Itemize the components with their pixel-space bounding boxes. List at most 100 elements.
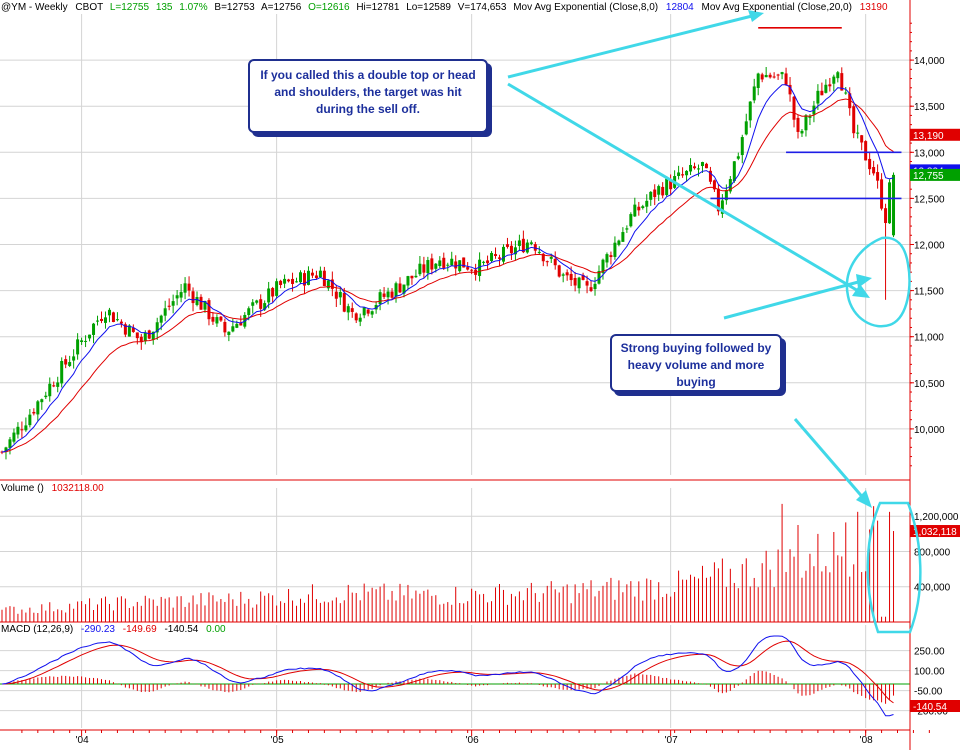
annotation-arrow-from-callout — [723, 279, 863, 320]
x-tick-label: '05 — [271, 735, 284, 746]
candle-body — [629, 214, 633, 227]
candle-body — [338, 291, 342, 298]
candle-body — [637, 206, 641, 211]
candle-body — [482, 261, 486, 263]
candle-body — [131, 327, 135, 332]
candle-body — [100, 318, 103, 321]
candle-body — [768, 74, 772, 78]
candle-body — [68, 362, 72, 366]
candle-body — [410, 275, 414, 279]
candle-body — [529, 242, 533, 244]
candle-body — [24, 425, 28, 431]
candle-body — [501, 246, 505, 262]
candle-body — [784, 73, 788, 85]
candle-body — [537, 251, 541, 253]
candle-body — [613, 242, 617, 257]
candle-body — [195, 297, 199, 305]
candle-body — [402, 284, 406, 294]
price-tick-label: 10,500 — [914, 379, 945, 390]
price-label-text: 13,190 — [913, 131, 944, 142]
volume-header: Volume () 1032118.00 — [1, 483, 104, 494]
annotation-arrowhead-low — [852, 284, 870, 298]
price-label-box — [910, 168, 960, 181]
hist-value: -140.54 — [164, 624, 198, 635]
candle-body — [880, 179, 884, 209]
candle-body — [466, 267, 470, 270]
candle-body — [716, 188, 720, 212]
candle-body — [314, 275, 318, 279]
candle-body — [330, 279, 334, 289]
candle-body — [279, 280, 283, 286]
low: Lo=12589 — [406, 2, 451, 13]
candle-body — [573, 277, 577, 286]
candle-body — [486, 260, 490, 264]
candle-body — [203, 300, 207, 310]
candle-body — [700, 162, 704, 167]
candle-body — [76, 339, 80, 355]
candle-body — [525, 242, 529, 253]
candle-body — [123, 324, 127, 335]
price-layer — [0, 27, 902, 460]
signal-value: -149.69 — [123, 624, 157, 635]
candle-body — [318, 270, 322, 278]
candle-body — [856, 132, 860, 134]
candle-body — [593, 283, 597, 290]
candle-body — [430, 258, 434, 270]
price-tick-label: 13,500 — [914, 102, 945, 113]
candle-body — [398, 283, 402, 293]
candle-body — [521, 238, 525, 253]
candle-body — [677, 172, 681, 177]
candle-body — [617, 240, 621, 245]
candle-body — [414, 275, 418, 278]
candle-body — [840, 73, 844, 91]
candle-body — [585, 281, 589, 286]
candle-body — [299, 272, 302, 283]
candle-body — [864, 141, 868, 161]
candle-body — [513, 247, 517, 255]
candle-body — [358, 317, 362, 322]
candle-body — [760, 74, 764, 80]
macd-tick-label: 250.00 — [914, 647, 945, 658]
candle-body — [103, 317, 107, 323]
candle-body — [581, 274, 585, 280]
candle-body — [434, 263, 438, 269]
candle-body — [689, 164, 693, 172]
ma-slow-value: 13190 — [860, 2, 888, 13]
candle-body — [342, 293, 346, 312]
candle-body — [454, 261, 458, 269]
volume-value-box — [910, 525, 960, 538]
candle-body — [589, 287, 593, 291]
candle-body — [796, 117, 800, 132]
price-tick-label: 11,500 — [914, 287, 944, 298]
symbol: @YM - Weekly — [1, 2, 68, 13]
candle-body — [597, 270, 601, 284]
candle-body — [255, 300, 259, 303]
candle-body — [334, 291, 338, 299]
candle-body — [446, 264, 450, 266]
x-tick-label: '07 — [665, 735, 678, 746]
candle-body — [625, 228, 629, 230]
candle-body — [291, 278, 295, 284]
candle-body — [569, 273, 573, 281]
candle-body — [852, 106, 856, 134]
candle-body — [836, 72, 840, 79]
candle-body — [4, 447, 8, 453]
candle-body — [28, 414, 32, 426]
candle-body — [426, 260, 430, 274]
candle-body — [704, 163, 708, 169]
candle-body — [227, 331, 231, 335]
candle-body — [422, 264, 426, 273]
candle-body — [64, 359, 68, 365]
candle-body — [267, 288, 271, 303]
candle-body — [645, 200, 649, 207]
candle-body — [16, 426, 20, 435]
candle-body — [605, 254, 609, 263]
candle-body — [669, 179, 673, 190]
candle-body — [378, 292, 382, 305]
candle-body — [151, 331, 155, 340]
candle-body — [322, 270, 326, 287]
candle-body — [868, 158, 872, 170]
candle-body — [470, 269, 474, 271]
candle-body — [247, 308, 251, 316]
